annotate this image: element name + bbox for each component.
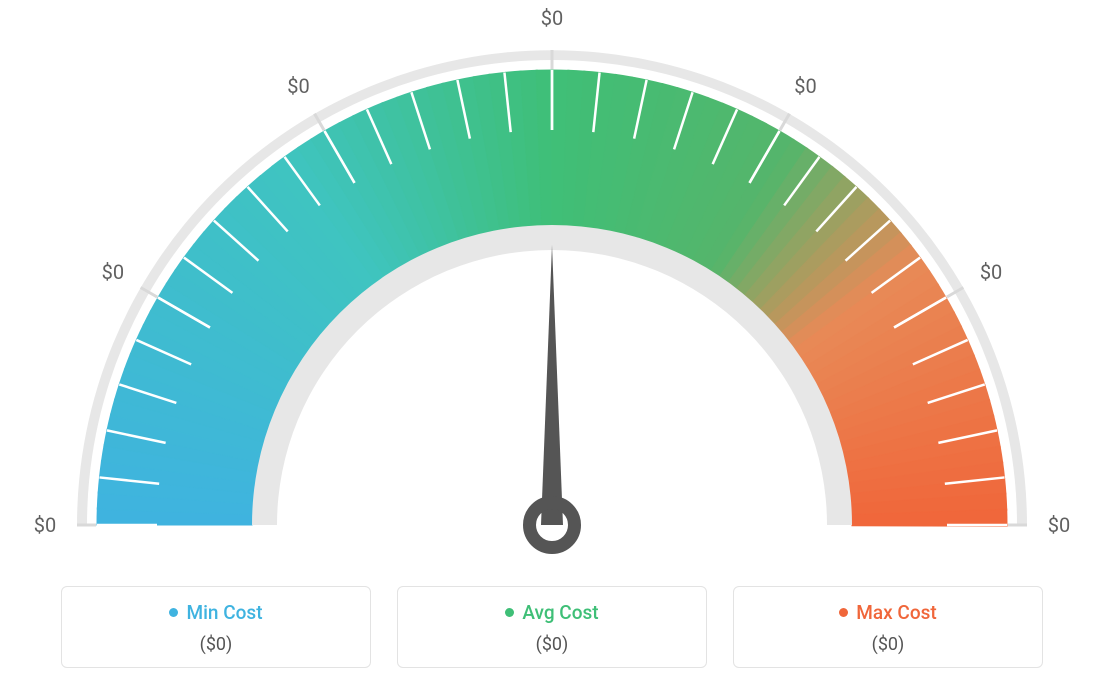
- gauge-chart: $0 $0 $0 $0 $0 $0 $0: [0, 0, 1104, 560]
- legend-title-min: Min Cost: [169, 601, 262, 624]
- legend-card-avg: Avg Cost ($0): [397, 586, 707, 668]
- legend-title-avg: Avg Cost: [505, 601, 598, 624]
- legend-row: Min Cost ($0) Avg Cost ($0) Max Cost ($0…: [0, 586, 1104, 668]
- gauge-tick-label: $0: [541, 6, 563, 30]
- legend-card-min: Min Cost ($0): [61, 586, 371, 668]
- gauge-tick-label: $0: [34, 513, 56, 537]
- legend-value-max: ($0): [744, 634, 1032, 655]
- gauge-tick-label: $0: [287, 74, 309, 98]
- legend-label-max: Max Cost: [856, 601, 936, 624]
- legend-dot-max: [839, 608, 848, 617]
- legend-card-max: Max Cost ($0): [733, 586, 1043, 668]
- legend-dot-min: [169, 608, 178, 617]
- gauge-svg: [0, 0, 1104, 560]
- legend-dot-avg: [505, 608, 514, 617]
- legend-title-max: Max Cost: [839, 601, 936, 624]
- legend-value-avg: ($0): [408, 634, 696, 655]
- gauge-tick-label: $0: [1048, 513, 1070, 537]
- gauge-tick-label: $0: [102, 260, 124, 284]
- legend-label-min: Min Cost: [186, 601, 262, 624]
- gauge-tick-label: $0: [980, 260, 1002, 284]
- legend-value-min: ($0): [72, 634, 360, 655]
- legend-label-avg: Avg Cost: [522, 601, 598, 624]
- gauge-tick-label: $0: [794, 74, 816, 98]
